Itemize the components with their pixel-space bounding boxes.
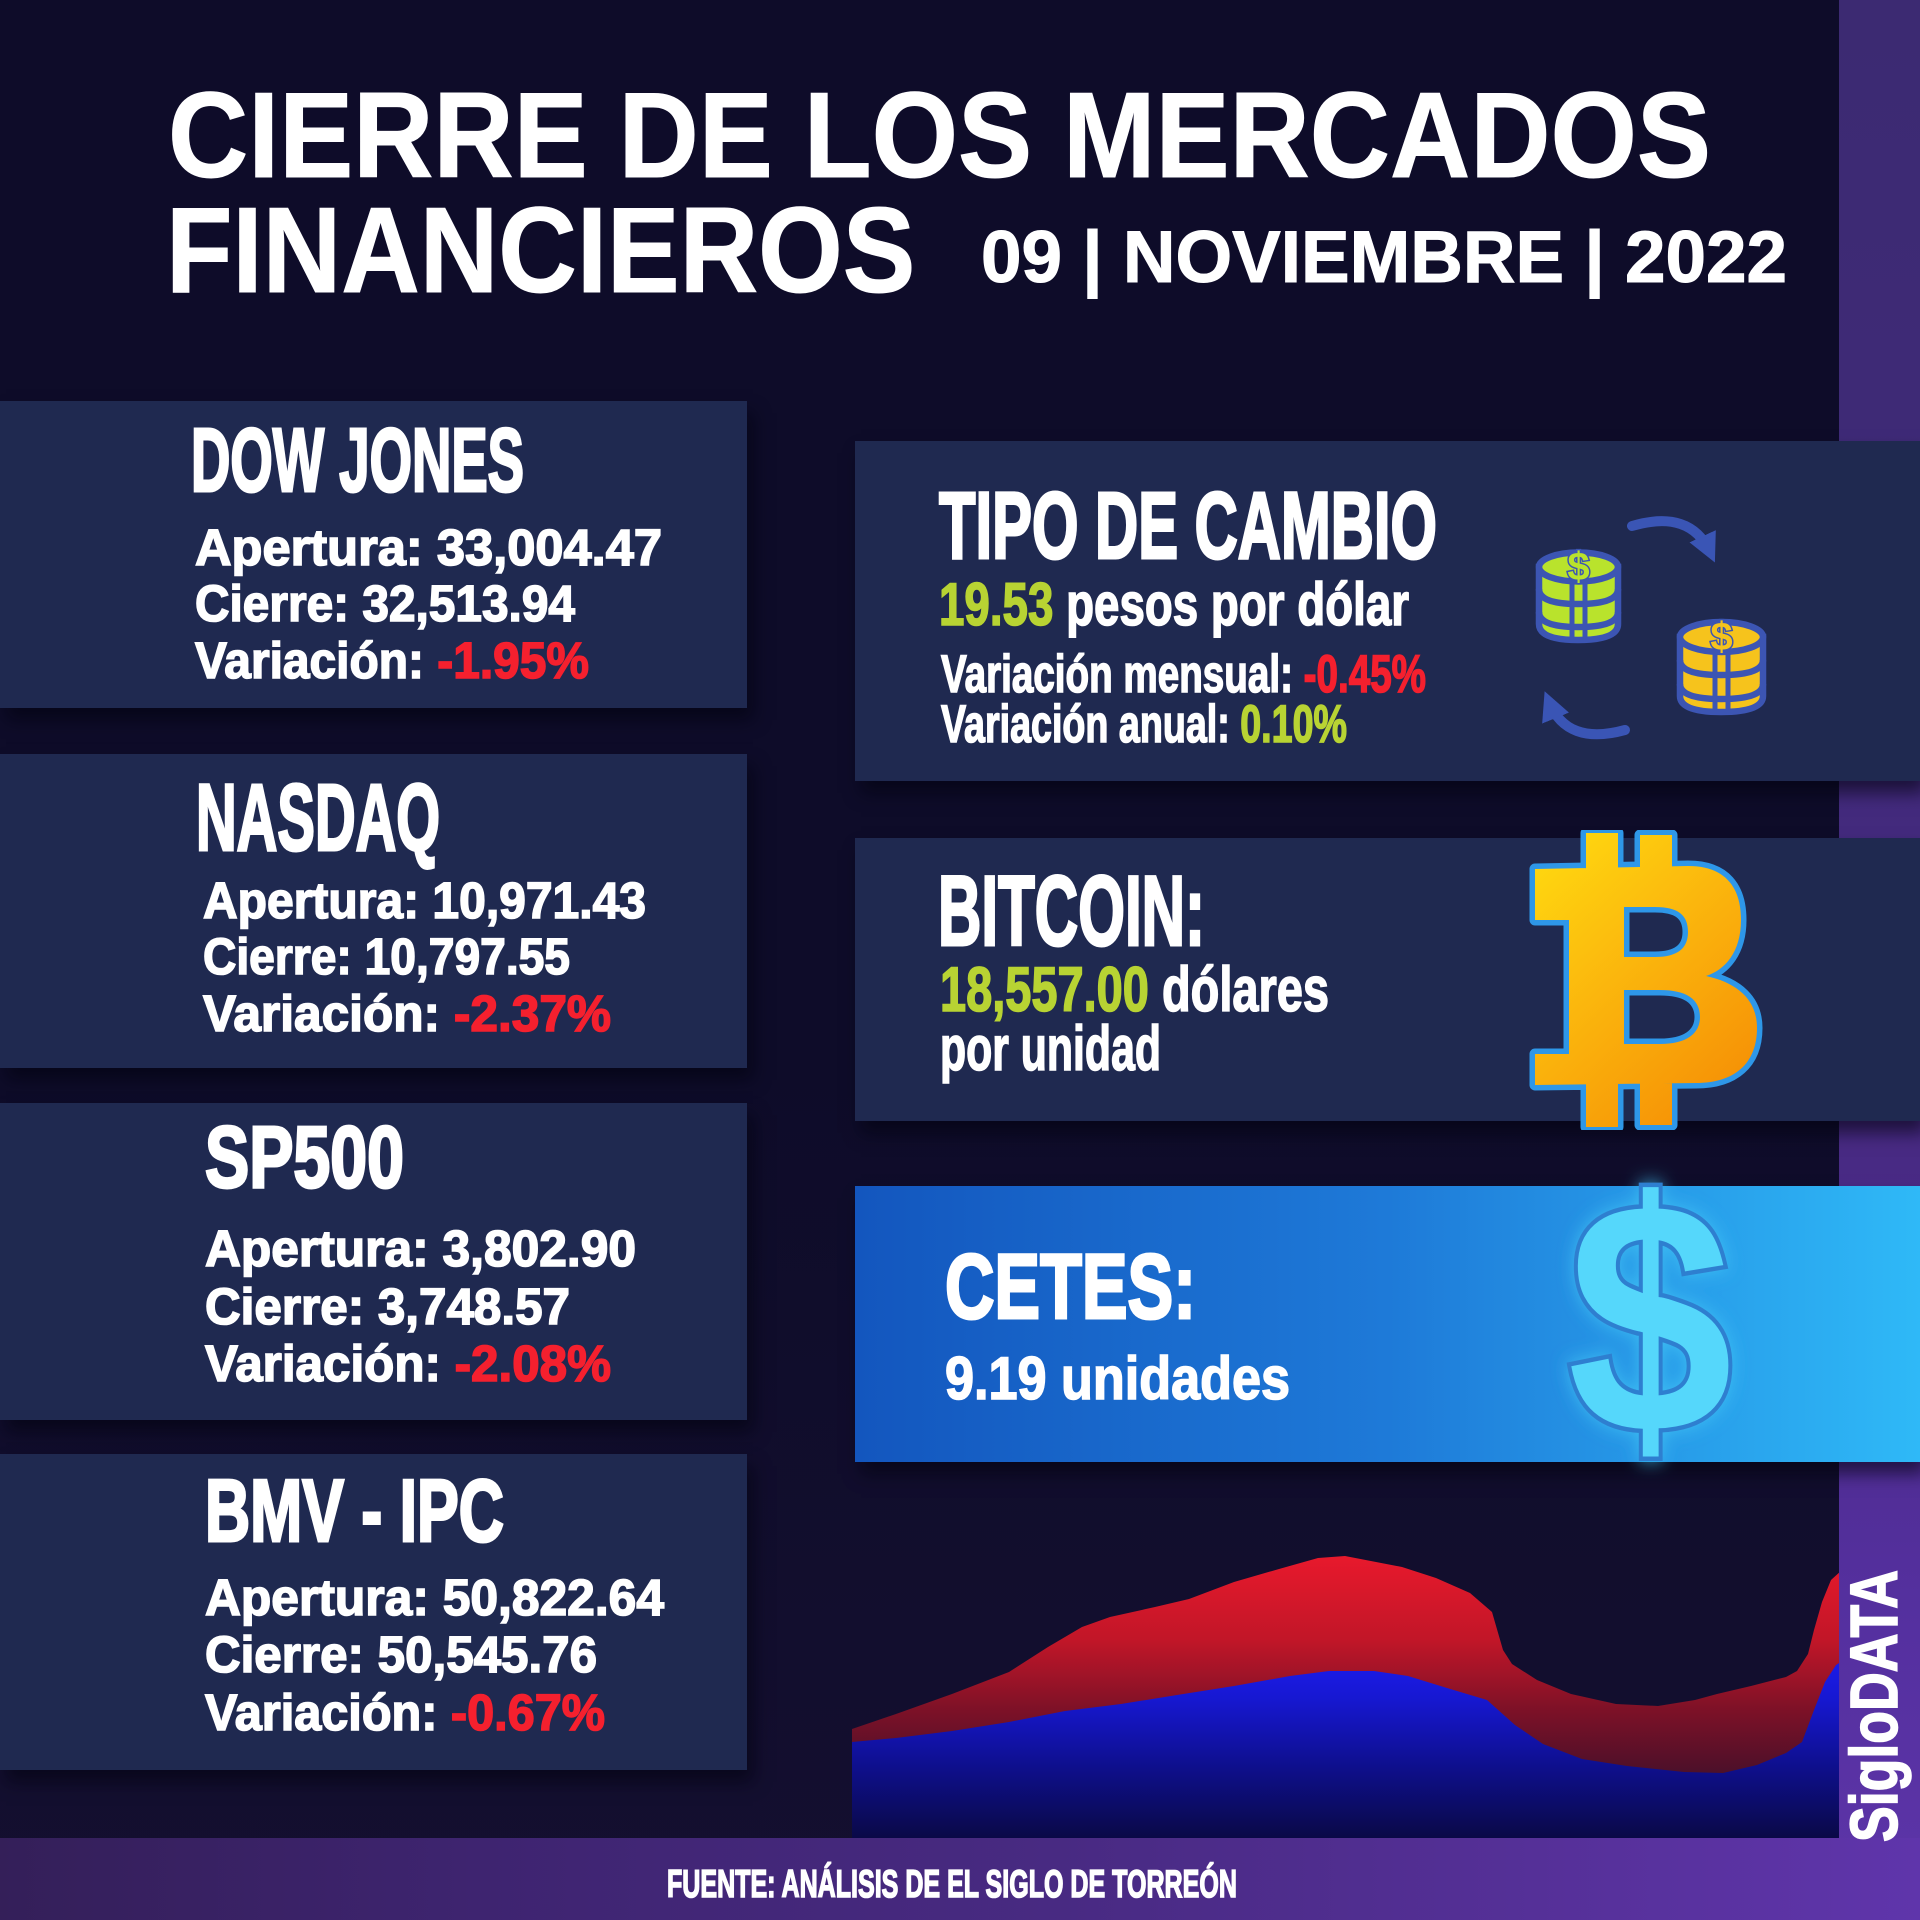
svg-text:$: $ <box>1567 1150 1732 1490</box>
svg-text:$: $ <box>1710 615 1732 659</box>
svg-text:$: $ <box>1567 545 1589 589</box>
